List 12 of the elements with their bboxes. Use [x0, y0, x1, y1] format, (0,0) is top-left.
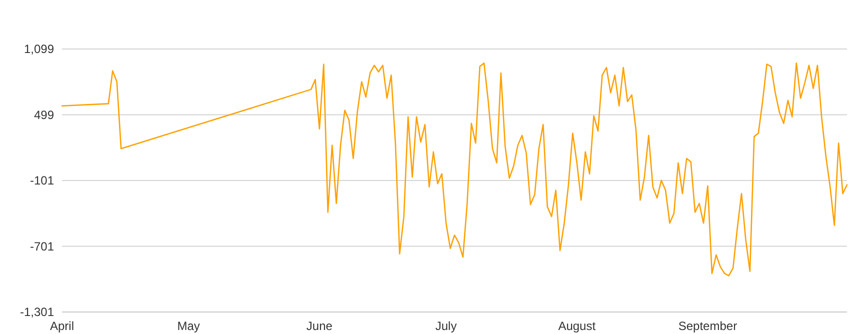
y-tick-label: 1,099: [24, 42, 54, 56]
y-tick-label: -1,301: [20, 305, 54, 320]
x-tick-label: June: [306, 319, 333, 333]
x-tick-label: July: [435, 319, 457, 333]
x-tick-label: May: [177, 319, 200, 333]
y-tick-label: -101: [30, 174, 54, 188]
x-tick-label: August: [558, 319, 596, 333]
x-tick-label: September: [678, 319, 738, 333]
x-tick-label: April: [50, 319, 74, 333]
line-series: [61, 62, 848, 276]
y-tick-label: 499: [34, 108, 54, 122]
y-tick-label: -701: [30, 239, 54, 254]
